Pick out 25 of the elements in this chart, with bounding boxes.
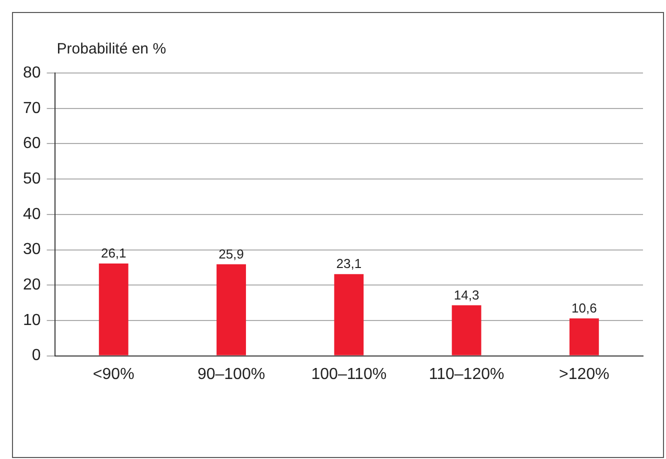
y-tick-label: 50 [23,170,41,188]
bar [216,264,246,356]
bar [452,305,482,356]
bar [569,318,599,356]
data-label: 26,1 [100,246,126,261]
y-tick-label: 10 [23,312,41,329]
data-label: 23,1 [336,256,362,272]
data-label: 10,6 [572,300,597,316]
y-tick-label: 60 [23,135,41,152]
y-tick-label: 70 [23,100,41,117]
y-axis-title: Probabilité en % [56,40,166,58]
x-tick-label: <90% [92,366,134,383]
data-label: 14,3 [454,287,480,302]
x-tick-label: 100–110% [311,366,387,383]
bar [98,264,128,356]
data-label: 25,9 [218,246,244,262]
bar [334,274,364,356]
y-tick-label: 0 [32,347,41,364]
y-tick-label: 20 [23,276,41,294]
x-tick-label: >120% [559,366,610,383]
x-tick-label: 90–100% [197,366,266,383]
y-tick-label: 30 [23,241,41,258]
x-tick-label: 110–120% [428,366,504,383]
y-tick-label: 80 [23,64,41,82]
y-tick-label: 40 [23,206,41,223]
